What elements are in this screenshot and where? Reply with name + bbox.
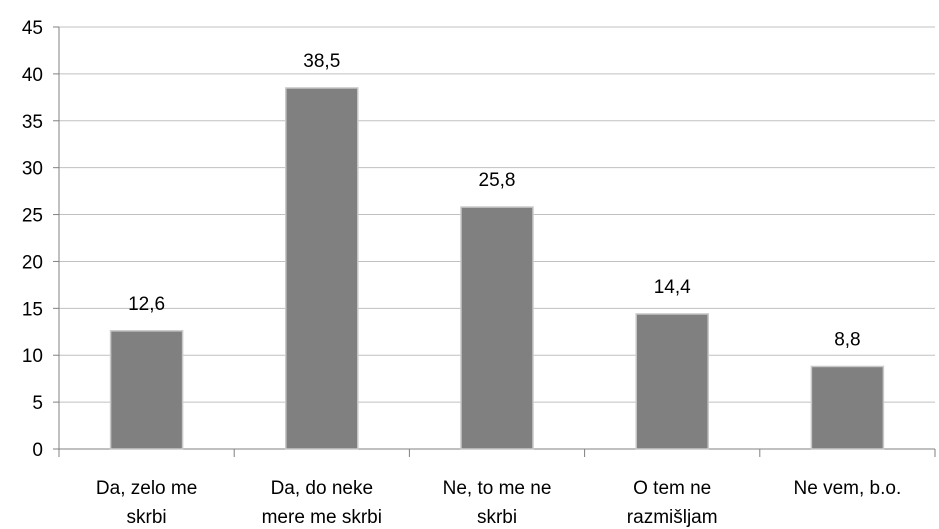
data-label: 38,5 [303,51,340,72]
y-tick-label: 10 [22,346,43,367]
y-tick-label: 0 [32,440,43,461]
y-tick-label: 15 [22,299,43,320]
category-label: Da, do neke mere me skrbi [262,478,382,528]
category-label: Da, zelo me skrbi [96,478,197,528]
category-label-line: Ne vem, b.o. [794,478,902,499]
y-tick-label: 35 [22,112,43,133]
category-label-line: skrbi [127,507,167,528]
category-label: O tem ne razmišljam [627,478,718,528]
bar [810,365,885,450]
labels: 0 5 10 15 20 25 30 35 40 45 12,6 Da, zelo me skrbi 38… [22,18,901,528]
data-label: 14,4 [654,277,691,298]
y-tick-label: 45 [22,18,43,39]
category-label-line: skrbi [477,507,517,528]
category-label-line: razmišljam [627,507,718,528]
y-tick-label: 40 [22,65,43,86]
data-label: 12,6 [128,294,165,315]
bar [285,87,359,450]
category-label: Ne, to me ne skrbi [443,478,552,528]
category-label-line: mere me skrbi [262,507,382,528]
bars [109,87,885,450]
y-tick-label: 30 [22,159,43,180]
y-tick-label: 20 [22,252,43,273]
bar [109,330,184,450]
y-tick-label: 25 [22,206,43,227]
category-label: Ne vem, b.o. [794,478,902,499]
category-label-line: Ne, to me ne [443,478,552,499]
data-label: 8,8 [834,329,860,350]
bar [460,206,534,450]
y-tick-label: 5 [32,393,43,414]
category-label-line: Da, do neke [271,478,373,499]
category-label-line: Da, zelo me [96,478,197,499]
bar [635,313,709,450]
data-label: 25,8 [479,170,516,191]
category-label-line: O tem ne [633,478,711,499]
